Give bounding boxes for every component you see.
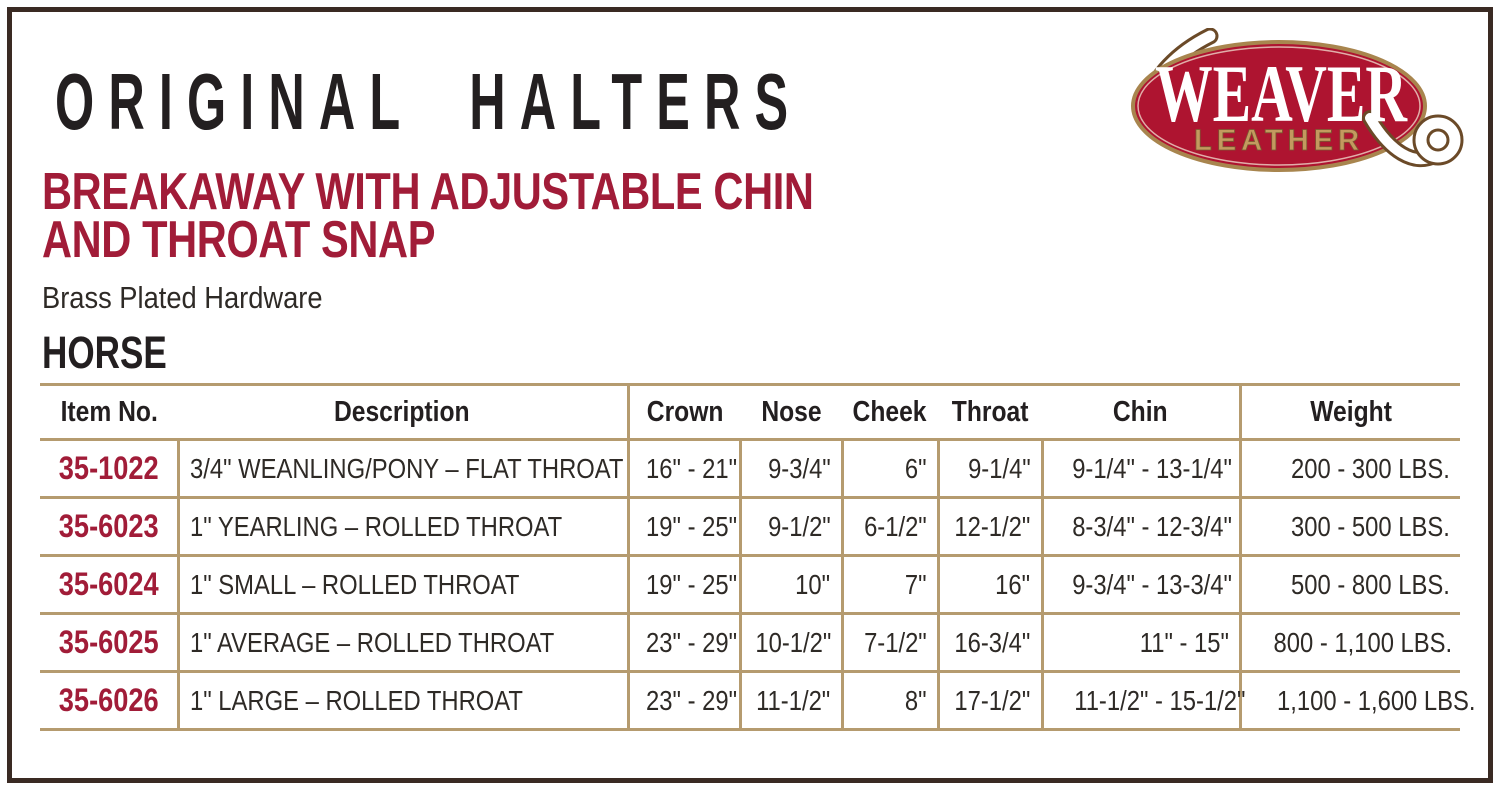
cell-cheek: 6": [840, 439, 938, 499]
col-header-item-no: Item No.: [40, 383, 178, 441]
cell-weight: 800 - 1,100 LBS.: [1238, 613, 1460, 673]
table-header-row: Item No. Description Crown Nose Cheek Th…: [40, 383, 1460, 441]
cell-nose: 10": [738, 555, 842, 615]
cell-item-no: 35-1022: [40, 439, 178, 499]
cell-item-no: 35-6026: [40, 671, 178, 731]
logo-loop-outer: [1412, 114, 1464, 166]
cell-nose: 10-1/2": [738, 613, 842, 673]
col-header-crown: Crown: [626, 383, 740, 441]
cell-item-no: 35-6025: [40, 613, 178, 673]
cell-item-no: 35-6023: [40, 497, 178, 557]
cell-chin: 9-1/4" - 13-1/4": [1040, 439, 1240, 499]
cell-nose: 11-1/2": [738, 671, 842, 731]
subtitle-line-1: BREAKAWAY WITH ADJUSTABLE CHIN: [42, 163, 814, 221]
cell-chin: 8-3/4" - 12-3/4": [1040, 497, 1240, 557]
cell-description: 1" YEARLING – ROLLED THROAT: [176, 497, 628, 557]
weaver-leather-logo: WEAVER LEATHER: [1124, 28, 1468, 178]
cell-throat: 16": [936, 555, 1042, 615]
cell-crown: 19" - 25": [626, 497, 740, 557]
col-header-throat: Throat: [938, 383, 1042, 441]
logo-loop-inner: [1426, 128, 1450, 152]
cell-weight: 1,100 - 1,600 LBS.: [1238, 671, 1475, 731]
cell-crown: 23" - 29": [626, 671, 740, 731]
cell-nose: 9-1/2": [738, 497, 842, 557]
col-header-description: Description: [178, 383, 628, 441]
table-row: 35-1022 3/4" WEANLING/PONY – FLAT THROAT…: [40, 439, 1460, 499]
logo-brand-text: WEAVER: [1155, 48, 1408, 139]
cell-cheek: 7": [840, 555, 938, 615]
cell-weight: 200 - 300 LBS.: [1238, 439, 1460, 499]
cell-cheek: 8": [840, 671, 938, 731]
cell-throat: 17-1/2": [936, 671, 1042, 731]
col-header-chin: Chin: [1042, 383, 1240, 441]
cell-throat: 12-1/2": [936, 497, 1042, 557]
hardware-note: Brass Plated Hardware: [42, 280, 323, 315]
logo-oval-inner-rim: [1137, 46, 1421, 166]
cell-description: 3/4" WEANLING/PONY – FLAT THROAT: [176, 439, 628, 499]
page-title: ORIGINAL HALTERS: [55, 57, 803, 146]
cell-cheek: 6-1/2": [840, 497, 938, 557]
logo-word-text: LEATHER: [1194, 124, 1364, 157]
cell-cheek: 7-1/2": [840, 613, 938, 673]
table-row: 35-6023 1" YEARLING – ROLLED THROAT 19" …: [40, 497, 1460, 557]
cell-description: 1" SMALL – ROLLED THROAT: [176, 555, 628, 615]
cell-throat: 9-1/4": [936, 439, 1042, 499]
cell-crown: 16" - 21": [626, 439, 740, 499]
cell-crown: 19" - 25": [626, 555, 740, 615]
subtitle-line-2: AND THROAT SNAP: [42, 211, 436, 269]
cell-chin: 11" - 15": [1040, 613, 1240, 673]
cell-chin: 9-3/4" - 13-3/4": [1040, 555, 1240, 615]
col-header-cheek: Cheek: [842, 383, 938, 441]
section-title-horse: HORSE: [42, 327, 167, 378]
cell-crown: 23" - 29": [626, 613, 740, 673]
cell-description: 1" LARGE – ROLLED THROAT: [176, 671, 628, 731]
cell-nose: 9-3/4": [738, 439, 842, 499]
cell-weight: 500 - 800 LBS.: [1238, 555, 1460, 615]
table-row: 35-6025 1" AVERAGE – ROLLED THROAT 23" -…: [40, 613, 1460, 673]
table-row: 35-6026 1" LARGE – ROLLED THROAT 23" - 2…: [40, 671, 1475, 731]
page-subtitle: BREAKAWAY WITH ADJUSTABLE CHIN AND THROA…: [42, 163, 1006, 269]
cell-throat: 16-3/4": [936, 613, 1042, 673]
col-header-weight: Weight: [1238, 383, 1460, 441]
cell-weight: 300 - 500 LBS.: [1238, 497, 1460, 557]
cell-item-no: 35-6024: [40, 555, 178, 615]
cell-chin: 11-1/2" - 15-1/2": [1040, 671, 1245, 731]
logo-oval: [1131, 40, 1427, 172]
table-row: 35-6024 1" SMALL – ROLLED THROAT 19" - 2…: [40, 555, 1460, 615]
logo-graphic: WEAVER LEATHER: [1131, 28, 1464, 172]
spec-table: Item No. Description Crown Nose Cheek Th…: [40, 383, 1475, 731]
col-header-nose: Nose: [740, 383, 842, 441]
cell-description: 1" AVERAGE – ROLLED THROAT: [176, 613, 628, 673]
